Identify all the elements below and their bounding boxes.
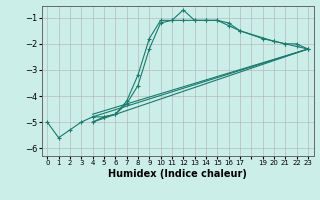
X-axis label: Humidex (Indice chaleur): Humidex (Indice chaleur) [108, 169, 247, 179]
